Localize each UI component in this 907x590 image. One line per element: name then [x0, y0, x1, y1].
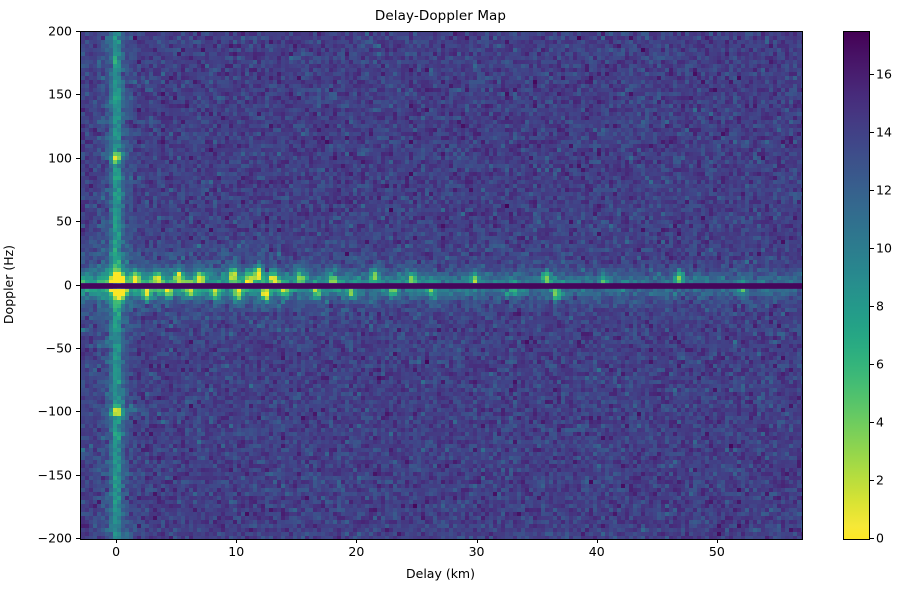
y-tick-mark [76, 474, 80, 476]
y-tick-mark [76, 221, 80, 223]
colorbar-tick-label: 6 [876, 356, 884, 372]
x-tick-mark [116, 539, 118, 543]
y-tick-label: −50 [45, 340, 72, 356]
colorbar-tick-mark [870, 538, 874, 539]
y-tick-mark [76, 157, 80, 159]
y-tick-mark [76, 31, 80, 32]
x-tick-label: 10 [228, 544, 245, 559]
x-axis-label: Delay (km) [406, 566, 475, 581]
x-tick-label: 50 [708, 544, 725, 559]
y-tick-mark [76, 411, 80, 413]
x-tick-label: 0 [112, 544, 121, 559]
colorbar-tick-mark [870, 248, 874, 250]
colorbar-tick-label: 8 [876, 298, 884, 314]
colorbar-gradient [844, 32, 869, 539]
y-tick-label: −200 [37, 530, 72, 546]
x-tick-mark [236, 539, 238, 543]
x-tick-label: 40 [588, 544, 605, 559]
colorbar-tick-label: 10 [876, 240, 892, 256]
y-tick-label: 100 [48, 150, 72, 166]
colorbar-tick-mark [870, 364, 874, 366]
y-tick-label: −100 [37, 403, 72, 419]
x-tick-mark [476, 539, 478, 543]
colorbar-tick-mark [870, 132, 874, 134]
colorbar-tick-label: 0 [876, 530, 884, 546]
delay-doppler-heatmap-axes[interactable] [80, 31, 803, 540]
colorbar-tick-label: 14 [876, 124, 892, 140]
colorbar-tick-mark [870, 74, 874, 76]
y-tick-label: 200 [48, 23, 72, 39]
page-title: Delay-Doppler Map [374, 8, 507, 24]
y-tick-label: 0 [64, 277, 72, 292]
x-tick-label: 20 [348, 544, 365, 559]
colorbar-tick-label: 16 [876, 66, 892, 82]
y-tick-label: 50 [56, 213, 72, 229]
x-tick-mark [716, 539, 718, 543]
colorbar-tick-label: 4 [876, 414, 884, 430]
x-tick-mark [356, 539, 358, 543]
colorbar-tick-label: 12 [876, 182, 892, 198]
x-tick-label: 30 [468, 544, 485, 559]
colorbar-tick-mark [870, 480, 874, 482]
y-tick-mark [76, 94, 80, 96]
y-tick-label: −150 [37, 467, 72, 483]
colorbar[interactable] [843, 31, 870, 540]
colorbar-tick-mark [870, 306, 874, 308]
y-tick-label: 150 [48, 86, 72, 102]
y-tick-mark [76, 538, 80, 539]
heatmap-image [81, 32, 802, 539]
colorbar-tick-label: 2 [876, 472, 884, 488]
y-tick-mark [76, 284, 80, 286]
colorbar-tick-mark [870, 422, 874, 424]
colorbar-tick-mark [870, 190, 874, 192]
y-tick-mark [76, 347, 80, 349]
x-tick-mark [596, 539, 598, 543]
